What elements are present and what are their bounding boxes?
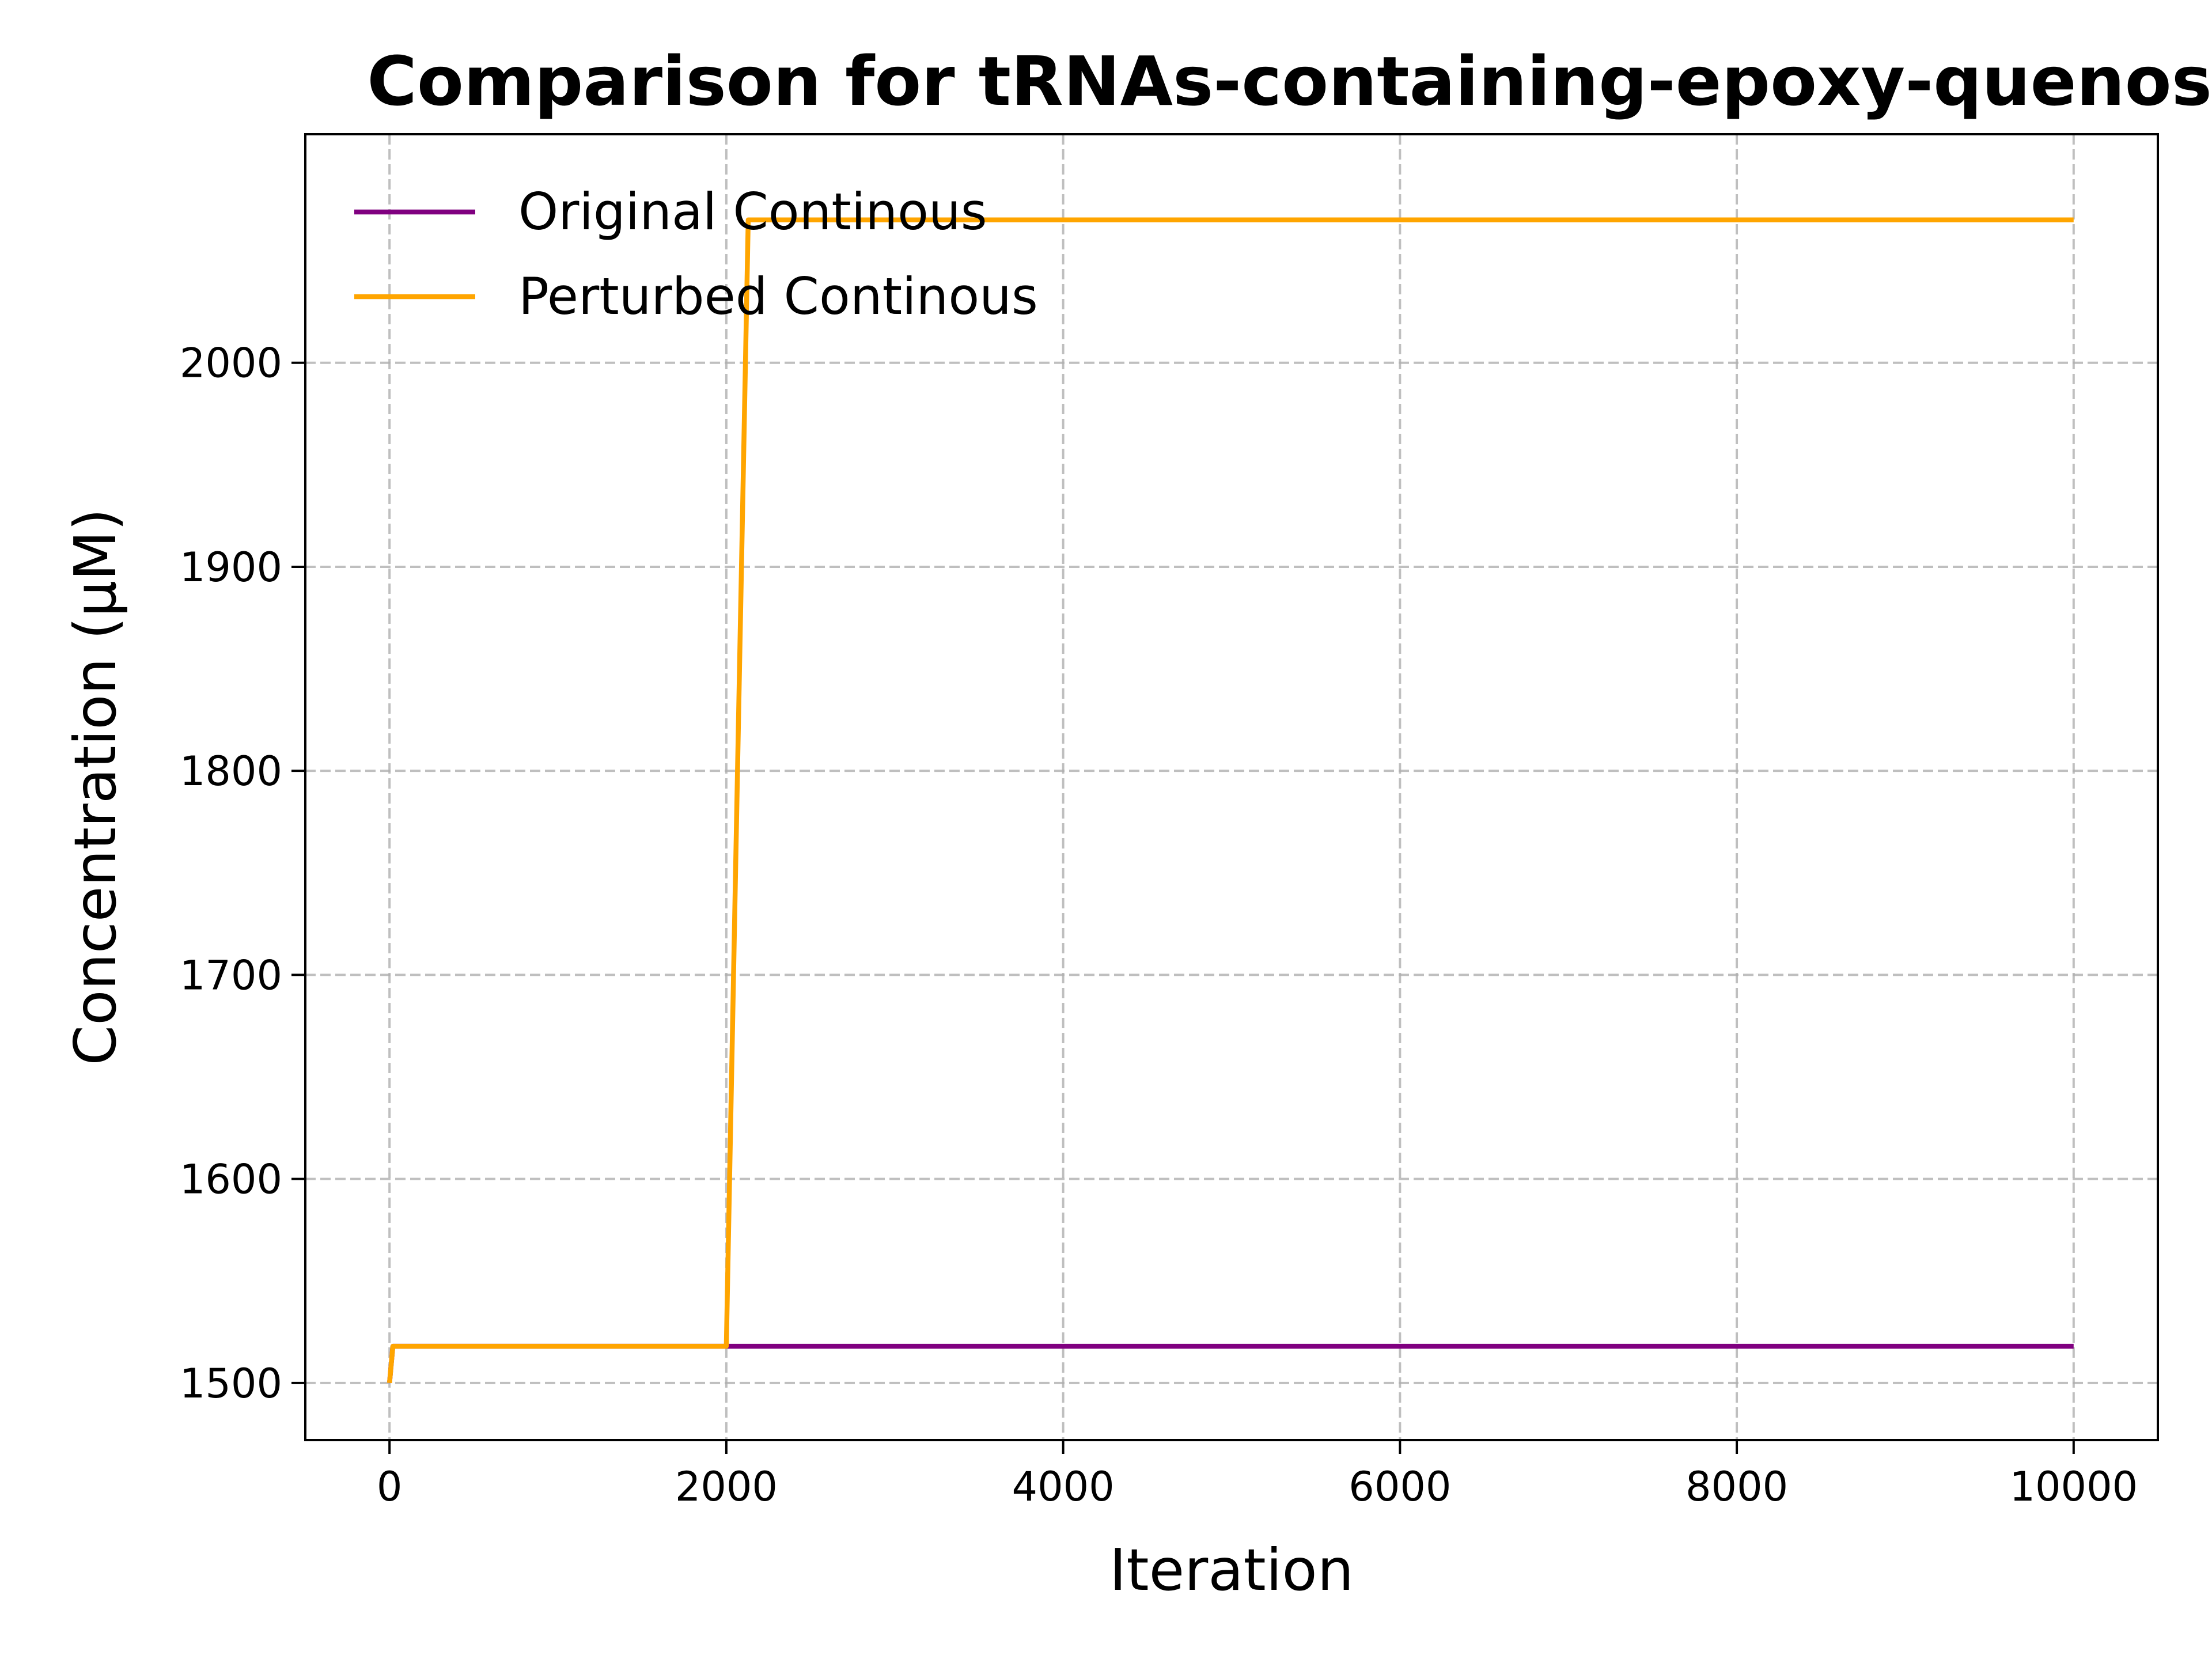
x-tick-label: 6000 (1349, 1463, 1451, 1510)
x-tick-label: 0 (377, 1463, 403, 1510)
plot-area-frame (304, 133, 2159, 1441)
x-axis-label: Iteration (1109, 1536, 1354, 1604)
legend-label-original-continous: Original Continous (518, 182, 987, 241)
y-tick-label: 1700 (180, 952, 282, 999)
series-line-perturbed-continous (387, 217, 2074, 1384)
x-tick-label: 4000 (1012, 1463, 1115, 1510)
y-axis-label: Concentration (μM) (62, 508, 129, 1065)
legend: Original Continous Perturbed Continous (354, 182, 1038, 326)
legend-label-perturbed-continous: Perturbed Continous (518, 267, 1038, 326)
y-tick-label: 1600 (180, 1156, 282, 1203)
y-tick-label: 1800 (180, 748, 282, 795)
x-tick-label: 10000 (2009, 1463, 2138, 1510)
axis-ticks: 0 2000 4000 6000 8000 10000 1500 1600 1700 1800 19… (180, 340, 2138, 1510)
y-tick-label: 1500 (180, 1360, 282, 1407)
x-tick-label: 8000 (1685, 1463, 1788, 1510)
series-line-original-continous (387, 1343, 2074, 1384)
y-tick-label: 1900 (180, 544, 282, 591)
x-tick-label: 2000 (675, 1463, 778, 1510)
grid-lines (305, 134, 2158, 1440)
series-lines (387, 217, 2074, 1384)
chart-title: Comparison for tRNAs-containing-epoxy-qu… (367, 41, 2212, 121)
y-tick-label: 2000 (180, 340, 282, 387)
